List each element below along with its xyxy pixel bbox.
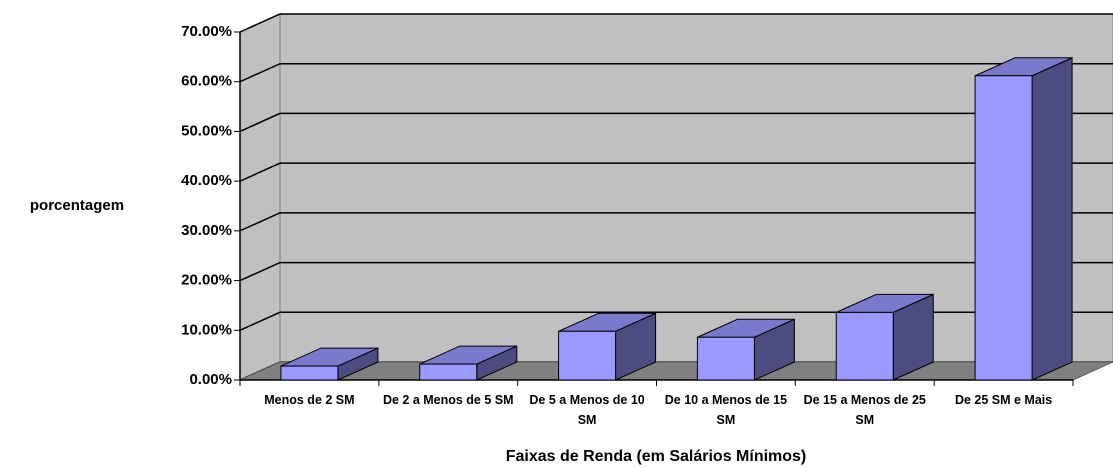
bar <box>835 311 894 381</box>
bar-side <box>1031 56 1073 381</box>
y-tick-label: 0.00% <box>189 371 232 388</box>
y-tick-label: 70.00% <box>181 23 232 40</box>
grid-line <box>239 62 1113 83</box>
bar <box>696 336 755 381</box>
x-tick-label: De 2 a Menos de 5 SM <box>382 393 514 407</box>
grid-line <box>239 13 1113 33</box>
y-tick-label: 20.00% <box>181 272 232 289</box>
y-tick-label: 60.00% <box>181 73 232 90</box>
x-tick-label: De 5 a Menos de 10 SM <box>529 393 645 427</box>
bar <box>558 330 617 381</box>
bar <box>419 363 478 381</box>
bar <box>280 365 339 381</box>
x-tick-label: De 25 SM e Mais <box>954 393 1053 407</box>
x-tick-label: De 15 a Menos de 25 SM <box>803 393 926 427</box>
y-axis-title: porcentagem <box>30 197 124 214</box>
grid-line <box>239 311 1113 331</box>
grid-line <box>239 261 1113 282</box>
side-wall <box>239 13 281 381</box>
x-axis-title: Faixas de Renda (em Salários Mínimos) <box>506 448 807 465</box>
grid-line <box>239 212 1113 232</box>
grid-line <box>239 112 1113 133</box>
y-tick-label: 10.00% <box>181 321 232 338</box>
bar <box>974 75 1033 381</box>
y-tick-label: 30.00% <box>181 222 232 239</box>
x-tick-label: De 10 a Menos de 15 SM <box>664 393 788 427</box>
y-tick-label: 50.00% <box>181 122 232 139</box>
grid-line <box>239 162 1113 182</box>
x-tick-label: Menos de 2 SM <box>264 393 355 407</box>
y-tick-label: 40.00% <box>181 172 232 189</box>
